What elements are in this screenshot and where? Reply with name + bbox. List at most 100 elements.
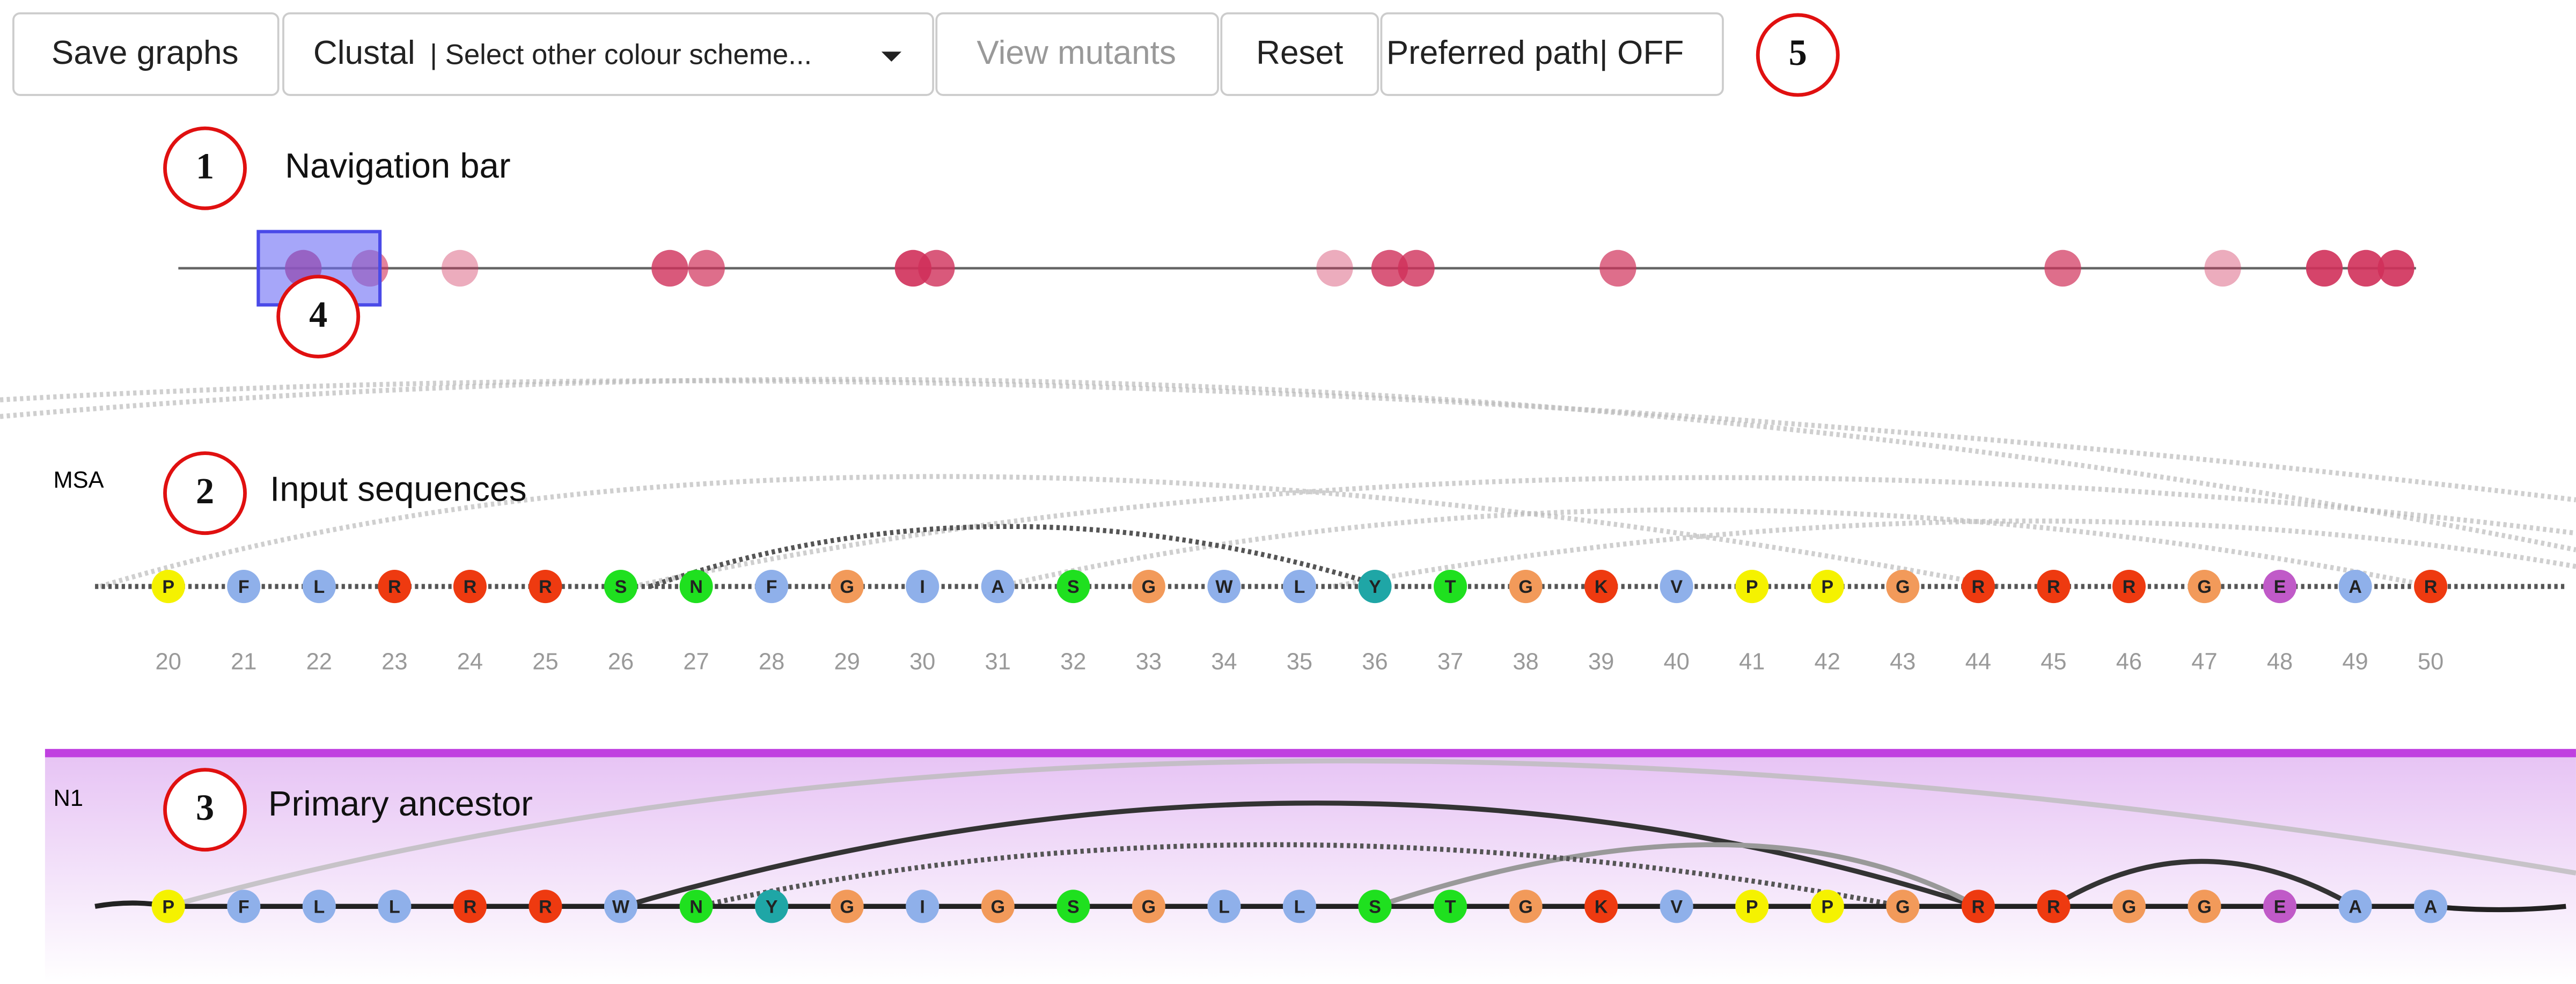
residue-node bbox=[151, 890, 185, 923]
position-label: 34 bbox=[1211, 649, 1237, 674]
residue-letter: N bbox=[689, 897, 703, 917]
position-label: 47 bbox=[2191, 649, 2217, 674]
residue-letter: P bbox=[162, 897, 174, 917]
navigation-dot bbox=[1316, 249, 1353, 287]
position-label: 24 bbox=[457, 649, 483, 674]
residue-node bbox=[1207, 570, 1241, 604]
navigation-dot bbox=[918, 249, 955, 287]
residue-letter: G bbox=[990, 897, 1005, 917]
residue-node bbox=[529, 890, 562, 923]
residue-node bbox=[1358, 890, 1392, 923]
position-label: 35 bbox=[1287, 649, 1312, 674]
residue-node bbox=[604, 890, 638, 923]
position-label: 42 bbox=[1815, 649, 1840, 674]
caret bbox=[881, 52, 902, 62]
residue-node bbox=[906, 890, 940, 923]
residue-node bbox=[2188, 570, 2221, 604]
residue-letter: R bbox=[539, 897, 552, 917]
residue-node bbox=[1056, 570, 1090, 604]
residue-letter: K bbox=[1595, 897, 1608, 917]
residue-letter: G bbox=[2197, 897, 2212, 917]
reset-button[interactable]: Reset bbox=[1220, 12, 1379, 96]
navigation-dot bbox=[2204, 249, 2241, 287]
residue-letter: L bbox=[1294, 897, 1305, 917]
residue-letter: G bbox=[1896, 577, 1910, 597]
residue-letter: V bbox=[1670, 577, 1683, 597]
residue-node bbox=[1433, 890, 1467, 923]
navigation-dot bbox=[441, 249, 479, 287]
position-label: 36 bbox=[1362, 649, 1388, 674]
residue-letter: L bbox=[389, 897, 400, 917]
residue-letter: G bbox=[840, 577, 854, 597]
position-label: 38 bbox=[1513, 649, 1538, 674]
residue-node bbox=[1509, 570, 1543, 604]
view-mutants-button[interactable]: View mutants bbox=[935, 12, 1219, 96]
residue-node bbox=[2188, 890, 2221, 923]
residue-node bbox=[302, 890, 336, 923]
residue-letter: E bbox=[2274, 577, 2286, 597]
residue-node bbox=[2037, 570, 2071, 604]
residue-letter: S bbox=[1067, 577, 1080, 597]
residue-letter: P bbox=[1746, 577, 1758, 597]
residue-node bbox=[981, 890, 1015, 923]
navigation-dot bbox=[651, 249, 688, 287]
residue-letter: T bbox=[1445, 577, 1456, 597]
msa-label: Input sequences bbox=[270, 469, 527, 508]
residue-letter: F bbox=[238, 897, 249, 917]
residue-node bbox=[227, 890, 261, 923]
residue-node bbox=[227, 570, 261, 604]
callout-number: 4 bbox=[309, 294, 327, 335]
navigation-dot bbox=[2347, 249, 2384, 287]
residue-node bbox=[679, 570, 713, 604]
residue-node bbox=[2338, 890, 2372, 923]
button-label: View mutants bbox=[977, 34, 1176, 71]
residue-node bbox=[1584, 570, 1618, 604]
residue-node bbox=[755, 890, 789, 923]
ancestor-label: Primary ancestor bbox=[268, 784, 533, 823]
residue-letter: L bbox=[313, 897, 325, 917]
residue-node bbox=[453, 890, 487, 923]
residue-node bbox=[1282, 890, 1316, 923]
residue-letter: L bbox=[1219, 897, 1230, 917]
residue-node bbox=[1056, 890, 1090, 923]
residue-letter: G bbox=[1518, 577, 1533, 597]
position-label: 46 bbox=[2116, 649, 2142, 674]
residue-letter: F bbox=[238, 577, 249, 597]
residue-letter: L bbox=[313, 577, 325, 597]
preferred-path-toggle[interactable]: Preferred path| OFF bbox=[1380, 12, 1724, 96]
position-label: 45 bbox=[2041, 649, 2066, 674]
residue-node bbox=[1433, 570, 1467, 604]
save-graphs-button[interactable]: Save graphs bbox=[12, 12, 280, 96]
residue-letter: R bbox=[388, 577, 401, 597]
position-label: 33 bbox=[1136, 649, 1162, 674]
residue-node bbox=[604, 570, 638, 604]
residue-letter: R bbox=[464, 897, 477, 917]
residue-node bbox=[1584, 890, 1618, 923]
residue-node bbox=[1810, 570, 1844, 604]
residue-node bbox=[1886, 570, 1920, 604]
residue-node bbox=[2414, 890, 2448, 923]
residue-letter: V bbox=[1670, 897, 1683, 917]
residue-letter: S bbox=[1369, 897, 1381, 917]
position-label: 40 bbox=[1663, 649, 1689, 674]
residue-node bbox=[378, 890, 412, 923]
position-label: 31 bbox=[985, 649, 1011, 674]
position-label: 50 bbox=[2418, 649, 2443, 674]
residue-letter: I bbox=[920, 897, 925, 917]
residue-letter: A bbox=[991, 577, 1004, 597]
position-label: 32 bbox=[1060, 649, 1086, 674]
residue-node bbox=[2414, 570, 2448, 604]
position-label: 29 bbox=[834, 649, 860, 674]
residue-node bbox=[830, 890, 864, 923]
residue-letter: S bbox=[1067, 897, 1080, 917]
residue-letter: G bbox=[840, 897, 854, 917]
callout-number: 3 bbox=[196, 787, 214, 828]
position-label: 41 bbox=[1739, 649, 1765, 674]
position-label: 37 bbox=[1437, 649, 1463, 674]
position-label: 28 bbox=[759, 649, 784, 674]
position-label: 21 bbox=[231, 649, 256, 674]
residue-letter: R bbox=[1972, 897, 1985, 917]
residue-letter: K bbox=[1595, 577, 1608, 597]
colour-scheme-dropdown[interactable]: Clustal | Select other colour scheme... bbox=[282, 12, 934, 96]
residue-node bbox=[1886, 890, 1920, 923]
